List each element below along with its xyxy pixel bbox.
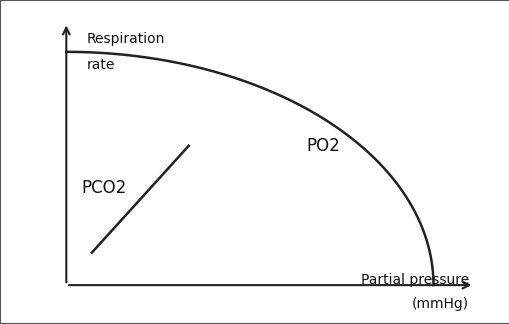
Text: Partial pressure: Partial pressure xyxy=(360,273,468,287)
Text: rate: rate xyxy=(87,58,115,72)
Text: PO2: PO2 xyxy=(305,137,339,155)
Text: Respiration: Respiration xyxy=(87,32,165,46)
Text: PCO2: PCO2 xyxy=(81,179,127,197)
Text: (mmHg): (mmHg) xyxy=(411,297,468,311)
